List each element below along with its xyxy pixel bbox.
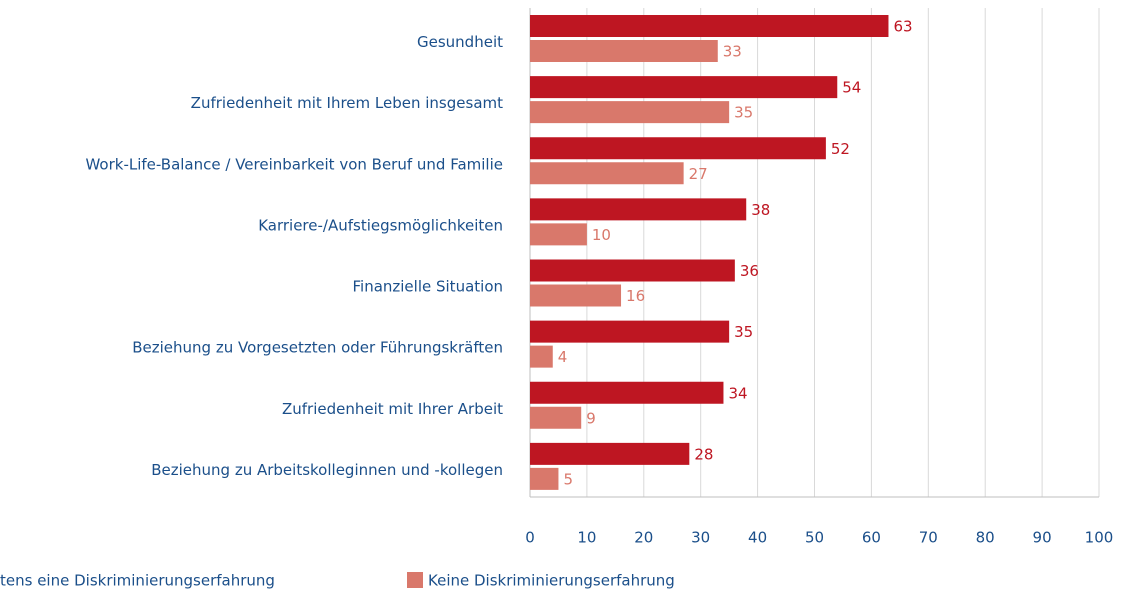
- legend-label: tens eine Diskriminierungserfahrung: [0, 572, 275, 590]
- y-tick-label: Zufriedenheit mit Ihrer Arbeit: [282, 400, 503, 418]
- y-tick-label: Beziehung zu Vorgesetzten oder Führungsk…: [132, 339, 503, 357]
- y-tick-label: Zufriedenheit mit Ihrem Leben insgesamt: [191, 94, 503, 112]
- value-label: 16: [626, 287, 645, 305]
- value-label: 63: [893, 18, 912, 36]
- value-label: 38: [751, 201, 770, 219]
- y-tick-label: Finanzielle Situation: [352, 278, 503, 296]
- bar: [530, 259, 735, 282]
- x-tick-label: 0: [525, 529, 535, 547]
- value-label: 9: [586, 409, 596, 427]
- value-label: 4: [558, 348, 568, 366]
- x-tick-label: 90: [1033, 529, 1052, 547]
- legend-swatch: [407, 572, 423, 588]
- x-tick-label: 70: [919, 529, 938, 547]
- y-tick-label: Gesundheit: [417, 33, 503, 51]
- value-label: 28: [694, 445, 713, 463]
- bar: [530, 345, 553, 368]
- x-tick-label: 50: [805, 529, 824, 547]
- x-tick-label: 30: [691, 529, 710, 547]
- value-label: 27: [689, 165, 708, 183]
- bar: [530, 137, 826, 160]
- y-tick-label: Karriere-/Aufstiegsmöglichkeiten: [258, 216, 503, 234]
- bar: [530, 162, 684, 185]
- legend-label: Keine Diskriminierungserfahrung: [428, 572, 675, 590]
- value-label: 35: [734, 104, 753, 122]
- bar: [530, 381, 724, 404]
- x-tick-label: 100: [1085, 529, 1114, 547]
- bar: [530, 442, 690, 465]
- y-tick-label: Beziehung zu Arbeitskolleginnen und -kol…: [151, 461, 503, 479]
- bar: [530, 467, 559, 490]
- x-tick-label: 80: [976, 529, 995, 547]
- bar: [530, 406, 582, 429]
- x-tick-label: 10: [577, 529, 596, 547]
- value-label: 33: [723, 43, 742, 61]
- value-label: 5: [563, 470, 573, 488]
- value-label: 10: [592, 226, 611, 244]
- value-label: 34: [728, 384, 747, 402]
- value-label: 35: [734, 323, 753, 341]
- value-label: 54: [842, 79, 861, 97]
- x-tick-label: 40: [748, 529, 767, 547]
- x-tick-label: 20: [634, 529, 653, 547]
- bar: [530, 320, 730, 343]
- bar: [530, 15, 889, 37]
- x-tick-label: 60: [862, 529, 881, 547]
- bar: [530, 40, 718, 62]
- bar: [530, 76, 838, 99]
- bar: [530, 101, 730, 124]
- value-label: 36: [740, 262, 759, 280]
- bar: [530, 198, 747, 221]
- bar: [530, 223, 587, 246]
- value-label: 52: [831, 140, 850, 158]
- y-tick-label: Work-Life-Balance / Vereinbarkeit von Be…: [85, 155, 503, 173]
- bar: [530, 284, 622, 307]
